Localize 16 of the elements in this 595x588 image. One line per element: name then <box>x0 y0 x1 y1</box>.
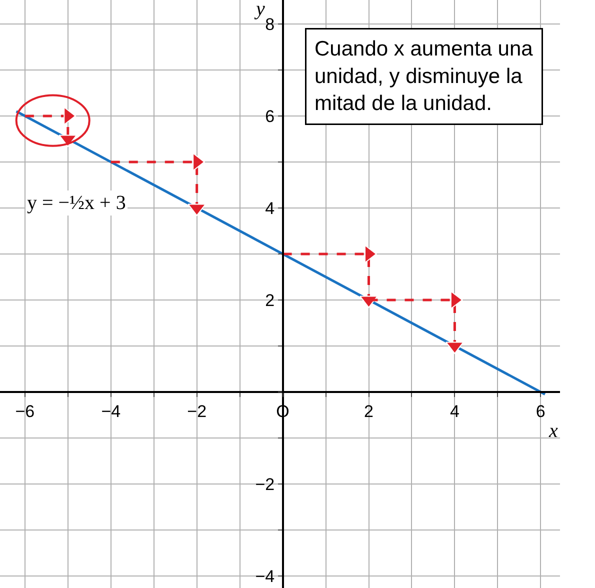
y-tick-label: 6 <box>265 106 275 126</box>
y-axis-title: y <box>254 0 265 20</box>
x-tick-label: −2 <box>187 402 207 422</box>
x-tick-label: 6 <box>536 402 546 422</box>
annotation: Cuando x aumenta una unidad, y disminuye la mitad de la unidad. <box>314 38 534 116</box>
x-tick-label: 2 <box>364 402 374 422</box>
x-tick-label: −4 <box>101 402 121 422</box>
x-tick-label: −6 <box>15 402 35 422</box>
annotation: y = −½x + 3 <box>27 192 126 214</box>
x-tick-label: 4 <box>450 402 460 422</box>
y-tick-label: 2 <box>265 290 275 310</box>
y-tick-label: 8 <box>265 14 275 34</box>
y-tick-label: −4 <box>255 566 275 586</box>
x-axis-title: x <box>548 420 558 442</box>
y-tick-label: 4 <box>265 198 275 218</box>
y-tick-label: −2 <box>255 474 275 494</box>
